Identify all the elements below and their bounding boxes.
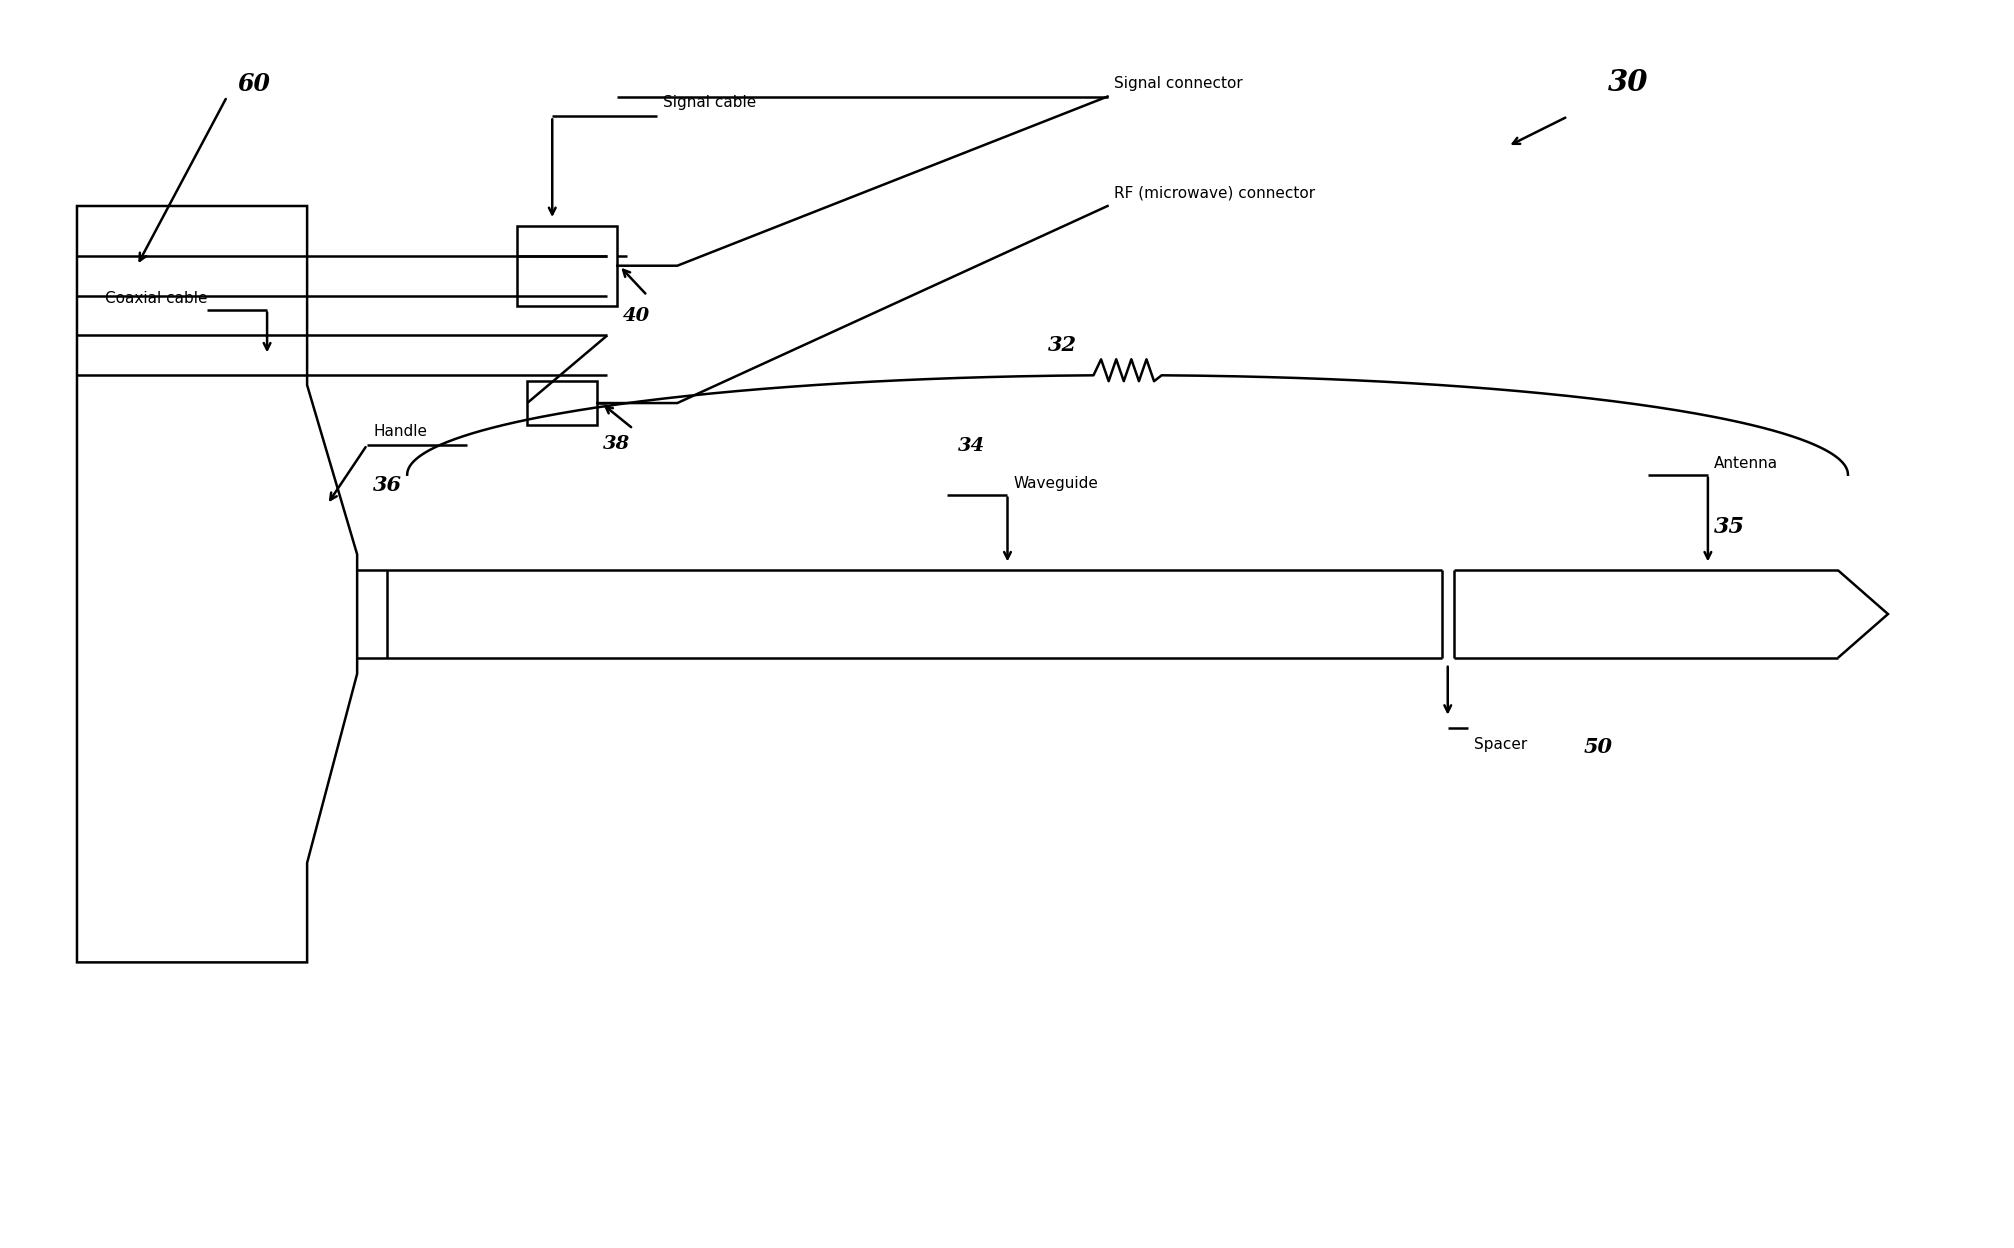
Bar [518,226,616,306]
Text: 40: 40 [622,307,651,326]
Bar [528,381,596,426]
Text: Antenna: Antenna [1714,456,1776,470]
Text: 30: 30 [1607,67,1647,96]
Text: 60: 60 [238,71,270,96]
Text: Spacer: Spacer [1472,738,1527,753]
Text: Handle: Handle [373,424,427,439]
Text: 36: 36 [373,474,403,494]
Text: Signal cable: Signal cable [663,95,755,111]
Text: 38: 38 [602,434,630,453]
Text: Signal connector: Signal connector [1114,76,1243,91]
Text: Waveguide: Waveguide [1013,475,1098,490]
Text: 35: 35 [1714,517,1744,538]
Text: RF (microwave) connector: RF (microwave) connector [1114,185,1313,200]
Text: 32: 32 [1047,336,1075,356]
Text: 50: 50 [1583,738,1611,758]
Text: 34: 34 [957,437,985,454]
Text: Coaxial cable: Coaxial cable [105,291,207,306]
